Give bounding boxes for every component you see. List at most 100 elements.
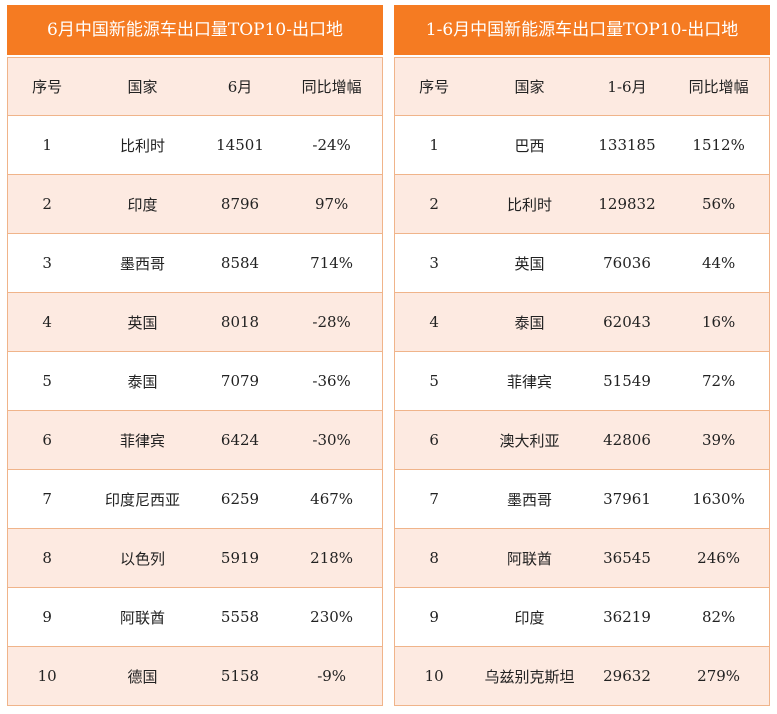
- header-cell: 国家: [473, 57, 586, 116]
- table-row: 4 英国 8018 -28%: [7, 292, 383, 352]
- table-cell: 246%: [668, 528, 770, 588]
- table-panel: 1-6月中国新能源车出口量TOP10-出口地 序号 国家 1-6月 同比增幅 1 巴西 13…: [394, 5, 770, 706]
- table-cell: 菲律宾: [473, 351, 586, 411]
- header-cell: 国家: [86, 57, 199, 116]
- table-cell: 7: [394, 469, 474, 529]
- table-row: 10 德国 5158 -9%: [7, 646, 383, 706]
- table-row: 9 印度 36219 82%: [394, 587, 770, 647]
- table-cell: 82%: [668, 587, 770, 647]
- table-row: 4 泰国 62043 16%: [394, 292, 770, 352]
- header-row: 序号 国家 6月 同比增幅: [7, 57, 383, 116]
- table-cell: 42806: [585, 410, 669, 470]
- table-cell: 76036: [585, 233, 669, 293]
- table-row: 8 阿联酋 36545 246%: [394, 528, 770, 588]
- table-row: 7 印度尼西亚 6259 467%: [7, 469, 383, 529]
- table-cell: 7: [7, 469, 87, 529]
- table-cell: 129832: [585, 174, 669, 234]
- table-row: 1 巴西 133185 1512%: [394, 115, 770, 175]
- table-cell: 14501: [198, 115, 282, 175]
- table-cell: 巴西: [473, 115, 586, 175]
- table-row: 6 澳大利亚 42806 39%: [394, 410, 770, 470]
- header-cell: 同比增幅: [668, 57, 770, 116]
- table-cell: 36219: [585, 587, 669, 647]
- table-cell: 5158: [198, 646, 282, 706]
- table-cell: 72%: [668, 351, 770, 411]
- table-cell: 阿联酋: [86, 587, 199, 647]
- table-cell: 133185: [585, 115, 669, 175]
- table-row: 10 乌兹别克斯坦 29632 279%: [394, 646, 770, 706]
- table-row: 2 印度 8796 97%: [7, 174, 383, 234]
- table-body: 序号 国家 1-6月 同比增幅 1 巴西 133185 1512% 2 比利时 129832 56% 3…: [394, 57, 770, 706]
- table-cell: 39%: [668, 410, 770, 470]
- table-cell: 英国: [473, 233, 586, 293]
- table-row: 3 墨西哥 8584 714%: [7, 233, 383, 293]
- table-cell: 乌兹别克斯坦: [473, 646, 586, 706]
- table-cell: 8018: [198, 292, 282, 352]
- table-row: 2 比利时 129832 56%: [394, 174, 770, 234]
- header-cell: 6月: [198, 57, 282, 116]
- table-cell: -30%: [281, 410, 383, 470]
- table-cell: 7079: [198, 351, 282, 411]
- table-cell: 8: [7, 528, 87, 588]
- table-cell: 4: [7, 292, 87, 352]
- table-cell: 97%: [281, 174, 383, 234]
- table-cell: 44%: [668, 233, 770, 293]
- table-cell: 8796: [198, 174, 282, 234]
- table-cell: 英国: [86, 292, 199, 352]
- table: 序号 国家 6月 同比增幅 1 比利时 14501 -24% 2 印度 8796 97% 3 墨西哥 858…: [7, 57, 383, 706]
- table-cell: 阿联酋: [473, 528, 586, 588]
- table-cell: -9%: [281, 646, 383, 706]
- table-cell: 印度: [86, 174, 199, 234]
- table-cell: 6259: [198, 469, 282, 529]
- table-row: 5 泰国 7079 -36%: [7, 351, 383, 411]
- table-cell: 6: [394, 410, 474, 470]
- table-body: 序号 国家 6月 同比增幅 1 比利时 14501 -24% 2 印度 8796 97% 3 墨西哥 858…: [7, 57, 383, 706]
- table-cell: 5: [7, 351, 87, 411]
- table-cell: 1630%: [668, 469, 770, 529]
- table-row: 8 以色列 5919 218%: [7, 528, 383, 588]
- table-cell: 6: [7, 410, 87, 470]
- table-cell: -28%: [281, 292, 383, 352]
- table-row: 1 比利时 14501 -24%: [7, 115, 383, 175]
- table-cell: 澳大利亚: [473, 410, 586, 470]
- table-cell: 印度尼西亚: [86, 469, 199, 529]
- table-cell: 279%: [668, 646, 770, 706]
- table-cell: 714%: [281, 233, 383, 293]
- table-cell: 比利时: [473, 174, 586, 234]
- table-cell: 印度: [473, 587, 586, 647]
- table-panel: 6月中国新能源车出口量TOP10-出口地 序号 国家 6月 同比增幅 1 比利时 14501…: [7, 5, 383, 706]
- table-cell: 墨西哥: [473, 469, 586, 529]
- table-cell: 230%: [281, 587, 383, 647]
- table-cell: 以色列: [86, 528, 199, 588]
- header-cell: 序号: [7, 57, 87, 116]
- table-cell: 菲律宾: [86, 410, 199, 470]
- table-cell: 3: [394, 233, 474, 293]
- table-cell: 10: [7, 646, 87, 706]
- table: 序号 国家 1-6月 同比增幅 1 巴西 133185 1512% 2 比利时 129832 56% 3…: [394, 57, 770, 706]
- table-cell: 1: [7, 115, 87, 175]
- table-cell: 1: [394, 115, 474, 175]
- header-cell: 序号: [394, 57, 474, 116]
- table-row: 9 阿联酋 5558 230%: [7, 587, 383, 647]
- table-cell: 218%: [281, 528, 383, 588]
- table-cell: 泰国: [86, 351, 199, 411]
- table-cell: 9: [394, 587, 474, 647]
- table-cell: 37961: [585, 469, 669, 529]
- table-cell: 1512%: [668, 115, 770, 175]
- header-cell: 1-6月: [585, 57, 669, 116]
- table-cell: 36545: [585, 528, 669, 588]
- table-cell: 墨西哥: [86, 233, 199, 293]
- table-cell: 泰国: [473, 292, 586, 352]
- table-row: 5 菲律宾 51549 72%: [394, 351, 770, 411]
- table-row: 6 菲律宾 6424 -30%: [7, 410, 383, 470]
- table-cell: -24%: [281, 115, 383, 175]
- table-cell: 5: [394, 351, 474, 411]
- table-cell: 2: [7, 174, 87, 234]
- table-cell: 3: [7, 233, 87, 293]
- header-row: 序号 国家 1-6月 同比增幅: [394, 57, 770, 116]
- table-cell: 9: [7, 587, 87, 647]
- table-cell: 62043: [585, 292, 669, 352]
- table-cell: 德国: [86, 646, 199, 706]
- table-cell: 比利时: [86, 115, 199, 175]
- table-cell: 56%: [668, 174, 770, 234]
